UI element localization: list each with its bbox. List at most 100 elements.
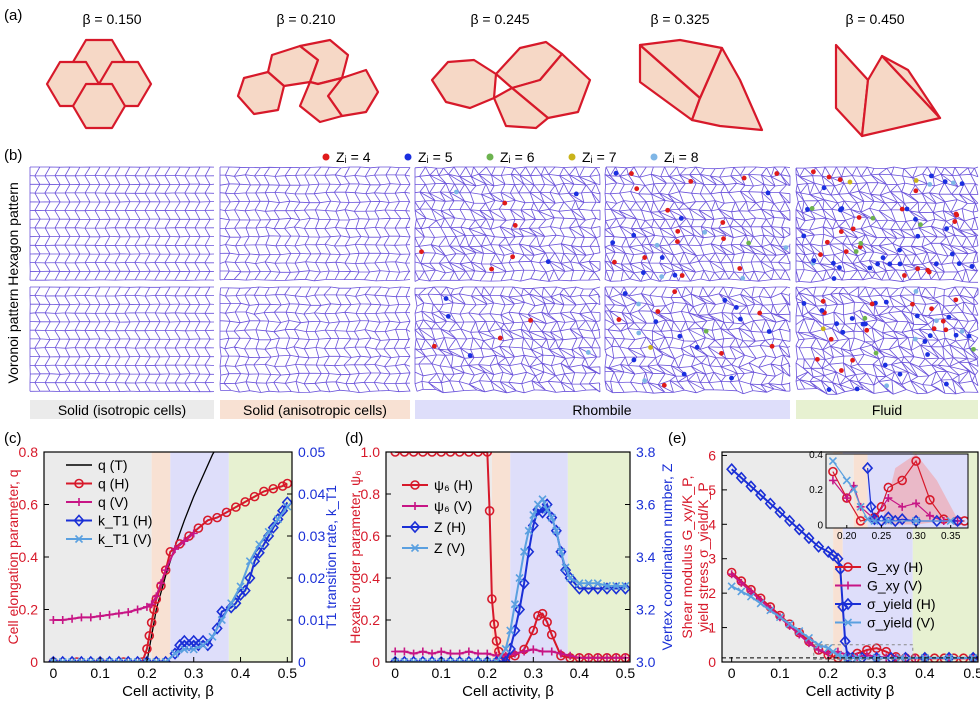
point-z-h--1 [398,655,410,662]
point-k-t1-v--12 [161,657,170,662]
point-k-t1-h--9 [132,655,144,662]
x-tick-label: 0.3 [867,665,887,681]
point-inset--yield-v--4 [863,515,872,524]
point-z-v--8 [464,657,473,662]
point--yield-h--22 [919,651,931,662]
point--v--11 [492,651,501,660]
point-q-h--5 [142,644,152,654]
x-tick-label: 0 [391,665,399,681]
point--yield-h--8 [803,531,815,545]
point--yield-h--11 [827,549,839,562]
point-inset--yield-v--0 [828,456,837,466]
phase-band-1 [386,452,492,662]
legend-dot-z8 [650,153,658,161]
point-z-v--25 [561,563,570,572]
point--h--24 [546,629,557,640]
point-z-v--1 [400,657,409,662]
y-tick-label: 0.2 [361,612,381,628]
point-z-v--24 [556,547,566,556]
point-q-v--9 [133,605,142,614]
point-q-v--16 [180,537,189,546]
point-z-v--31 [612,581,621,590]
phase-band-2 [491,452,511,662]
point--yield-h--24 [967,651,978,662]
x-tick-label: 0.2 [819,665,839,681]
x-tick-label: 0.4 [915,665,935,681]
point--yield-h--4 [764,497,776,510]
legend-label--yield-v-: σ_yield (V) [867,615,935,631]
point-q-h--15 [193,523,204,533]
point--yield-h--0 [726,463,738,476]
point-k-t1-v--17 [208,632,217,641]
point-q-h--1 [71,657,82,662]
point--yield-v--3 [756,599,765,608]
network-r1-c5 [795,166,979,283]
legend-dot-z5 [404,153,412,161]
point-k-t1-v--11 [152,657,161,662]
point-k-t1-v--14 [180,645,189,654]
y-tick-label: 0 [372,654,380,670]
point--v--15 [529,645,538,654]
point-z-v--17 [524,526,533,535]
phase-band-1 [722,452,834,662]
phase-label-fluid: Fluid [872,402,902,418]
point--v--24 [612,653,621,662]
point-z-v--12 [501,644,510,653]
point-inset--yield-v--5 [870,516,879,526]
point-g-xy-v--9 [814,645,823,654]
y-tick-label: 6 [708,447,716,463]
point-k-t1-h--4 [85,655,97,662]
point-z-h--16 [513,603,526,616]
inset-y-tick-label: 0.4 [809,450,823,461]
point--h--9 [473,452,483,457]
point-k-t1-h--1 [57,655,69,662]
y-axis-label: Cell elongation parameter, q [5,469,21,644]
point-q-h--17 [212,512,222,523]
point-inset--yield-h--9 [952,514,964,528]
point-q-h--4 [137,657,148,662]
point-q-h--22 [259,486,269,497]
panel-label-e: (e) [668,430,686,447]
x-tick-label: 0 [49,665,57,681]
x-tick-label: 0.3 [184,665,204,681]
point-q-h--20 [240,497,251,507]
point-z-h--4 [426,655,438,662]
y-right-tick-label: 0.03 [298,528,325,544]
point-z-v--13 [506,626,515,635]
point-q-h--6 [144,630,155,641]
x-tick-label: 0.2 [478,665,498,681]
x-tick-label: 0.1 [770,665,790,681]
point-inset--yield-v--8 [946,516,955,526]
phase-band-2 [151,452,171,662]
phase-bar-solid-iso [30,400,214,419]
point--yield-v--9 [814,640,823,649]
point-k-t1-h--22 [216,605,228,618]
point-k-t1-v--18 [217,615,226,625]
y-right-tick-label: 0.05 [298,444,325,460]
y-tick-label: 1.0 [361,444,381,460]
point--yield-h--19 [870,651,883,662]
legend-label--h-: ψ₆ (H) [434,477,473,493]
legend-dot-z4 [322,153,330,161]
legend-label-z4: Zᵢ = 4 [336,149,371,165]
row-label-hexagon: Hexagon pattern [5,182,21,286]
network-r2-c3 [414,286,601,396]
x-axis-label: Cell activity, β [122,683,214,700]
point--yield-h--23 [943,651,955,662]
point-q-v--2 [68,614,77,623]
point-q-v--11 [147,600,156,609]
y-tick-label: 0.8 [361,486,381,502]
legend-marker-k-t1-h- [73,514,85,527]
y-tick-label: 0.6 [19,497,39,513]
point--yield-h--12 [832,552,844,565]
row-label-voronoi: Voronoi pattern [5,289,21,384]
y-tick-label: 0.8 [19,444,39,460]
chart-d: 0 0.1 0.2 0.3 0.4 0.5 0 0.2 0.4 0.6 0.8 1.0 3.0 3.2 3.… [347,444,675,700]
point-q-h--3 [118,657,129,662]
point-inset-g-xy-h--2 [855,516,866,526]
legend-dot-z6 [486,153,494,161]
point-k-t1-h--2 [66,655,78,662]
point-k-t1-h--0 [47,655,59,662]
network-r2-c1 [29,286,215,396]
inset-band-1 [826,454,854,528]
